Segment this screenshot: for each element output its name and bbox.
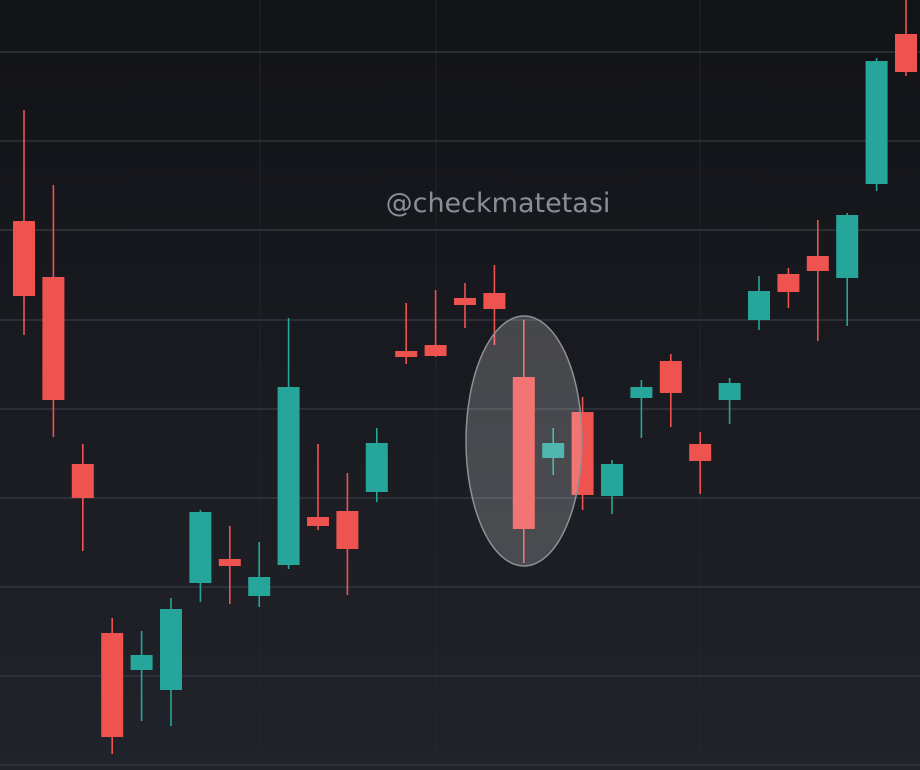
candle-body [277,387,300,565]
candle-body [101,633,124,737]
candle-body [248,577,271,596]
candle-body [865,61,888,184]
candle-body [836,215,859,278]
candle-body [130,655,153,670]
candle-body [542,443,565,458]
highlight-ellipse [465,315,583,567]
candle-body [748,291,770,320]
candle-body [601,464,623,496]
candle-body [689,444,712,461]
candle-body [718,383,741,400]
candle-body [424,345,447,356]
candle-body [13,221,35,296]
candle-body [483,293,506,309]
candle-body [336,511,359,549]
candle-body [42,277,65,400]
candle-body [659,361,682,393]
candle-body [806,256,829,271]
candle-body [189,512,212,583]
watermark: @checkmatetasi [386,188,611,219]
candle-body [630,387,653,398]
candle-body [365,443,388,492]
candle-body [512,377,535,529]
candle-body [160,609,182,690]
candle-body [454,298,476,305]
candle-body [71,464,94,498]
candle-body [307,517,329,526]
candle-body [218,559,241,566]
candle-body [395,351,418,357]
candle-body [895,34,917,72]
candles [13,0,917,754]
candle-body [777,274,800,292]
candle-body [571,412,594,495]
